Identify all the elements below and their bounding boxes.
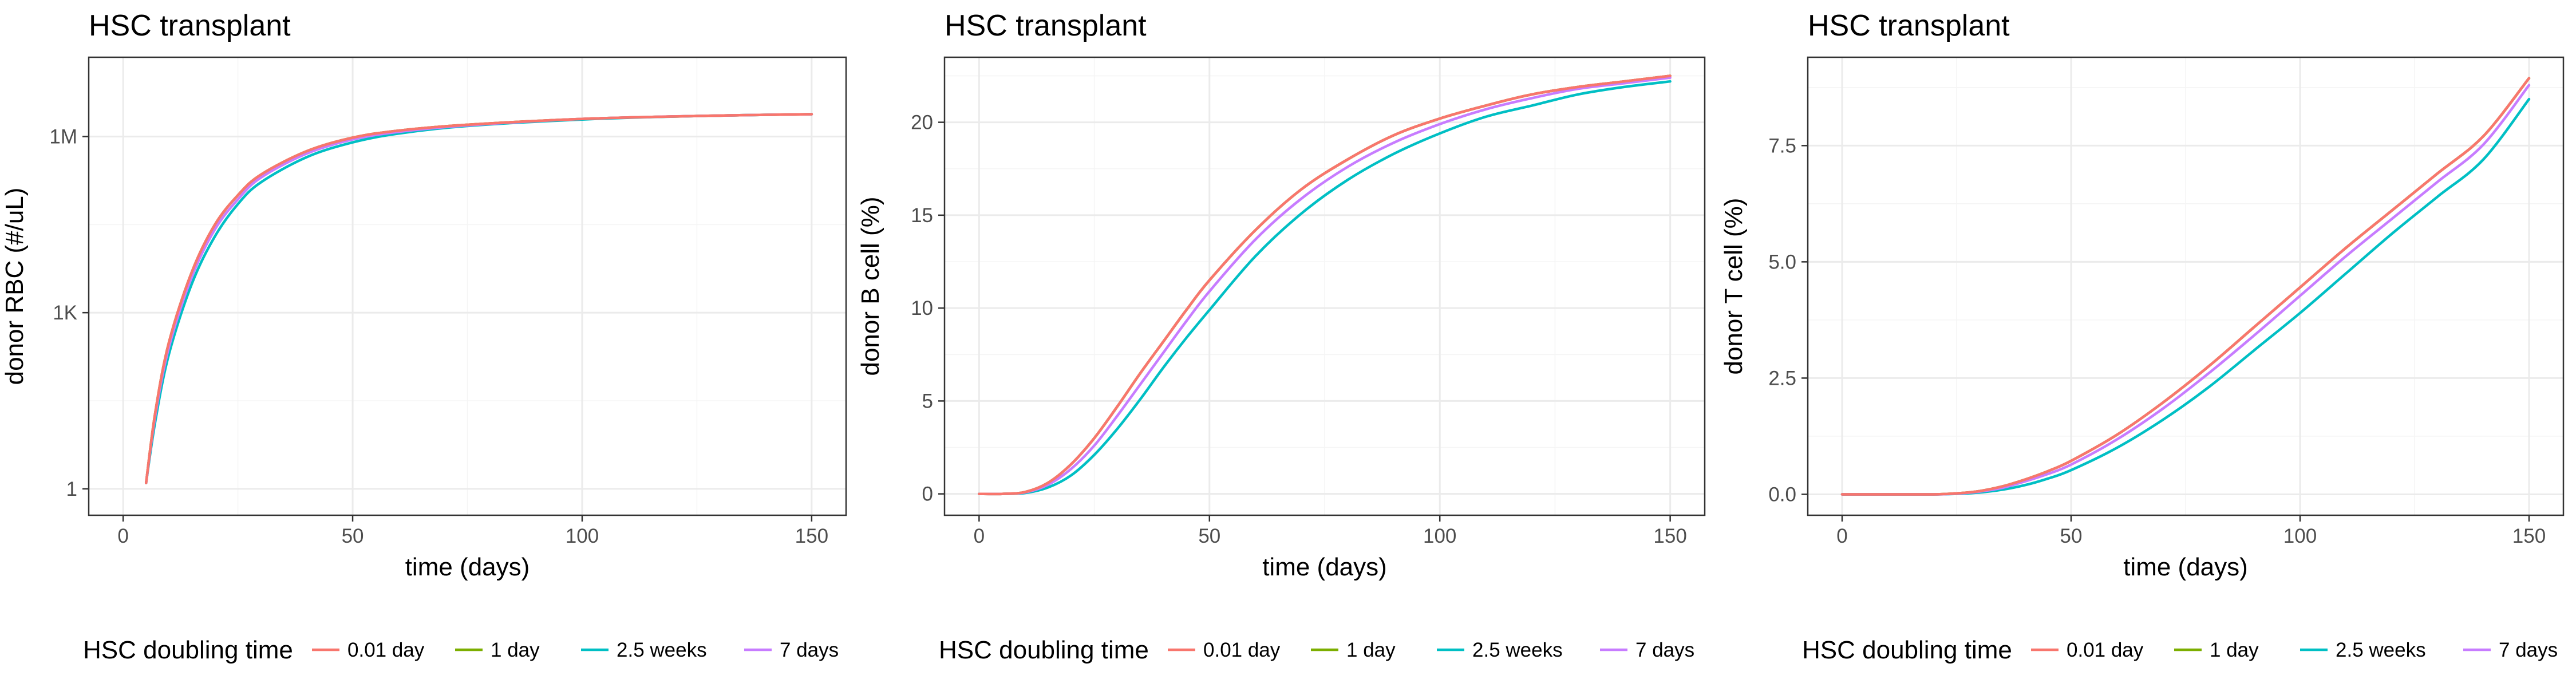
x-tick-label: 150 [2512,525,2546,547]
x-tick-label: 50 [1198,525,1220,547]
chart-title: HSC transplant [1808,9,2010,42]
legend-label: 1 day [2210,639,2259,661]
series-line-overlay [1840,77,2531,496]
legend-label: 0.01 day [2067,639,2144,661]
legend-title: HSC doubling time [1802,636,2012,664]
panel-border [943,56,1706,516]
x-tick-label: 100 [566,525,599,547]
x-tick-label: 150 [1653,525,1686,547]
x-tick-label: 0 [1836,525,1847,547]
chart-panel-2: 0 50 100 150 0 5 10 15 20 HSC transplant time (day… [856,9,1706,664]
x-tick-label: 100 [1423,525,1456,547]
legend: HSC doubling time 0.01 day 1 day 2.5 weeks 7… [83,636,839,664]
y-axis-title: donor B cell (%) [856,196,884,376]
legend-label: 7 days [2499,639,2558,661]
legend-title: HSC doubling time [939,636,1149,664]
legend-label: 0.01 day [347,639,425,661]
legend: HSC doubling time 0.01 day 1 day 2.5 weeks 7… [939,636,1694,664]
legend-label: 2.5 weeks [617,639,707,661]
y-tick-label: 20 [911,112,933,134]
y-tick-label: 1 [66,478,77,500]
x-tick-label: 0 [117,525,128,547]
series-line-7-days [978,76,1672,496]
legend-label: 1 day [1346,639,1396,661]
x-tick-label: 50 [342,525,364,547]
chart-title: HSC transplant [945,9,1147,42]
x-tick-label: 150 [795,525,828,547]
y-tick-label: 5 [922,390,933,412]
legend-label: 1 day [491,639,540,661]
x-axis-title: time (days) [2123,553,2248,581]
panel-border [1807,56,2565,516]
legend: HSC doubling time 0.01 day 1 day 2.5 weeks 7… [1802,636,2558,664]
y-tick-label: 5.0 [1768,251,1796,273]
y-axis-title: donor RBC (#/uL) [1,188,29,385]
y-tick-label: 1K [53,302,77,324]
y-axis-title: donor T cell (%) [1720,198,1748,375]
legend-label: 7 days [1635,639,1694,661]
y-tick-label: 0 [922,483,933,506]
legend-label: 2.5 weeks [2336,639,2426,661]
chart-panel-1: 0 50 100 150 1 1K 1M HSC transplant time (days) d… [1,9,847,664]
chart-panel-3: 0 50 100 150 0.0 2.5 5.0 7.5 HSC transplant time … [1720,9,2565,664]
series-line-overlay [978,74,1672,496]
x-axis-title: time (days) [405,553,530,581]
series-line-2-5-weeks [978,80,1672,496]
legend-label: 0.01 day [1203,639,1281,661]
y-tick-label: 7.5 [1768,135,1796,157]
y-tick-label: 2.5 [1768,367,1796,389]
x-axis-title: time (days) [1262,553,1387,581]
legend-label: 7 days [780,639,839,661]
y-tick-label: 15 [911,204,933,227]
legend-title: HSC doubling time [83,636,293,664]
x-tick-label: 100 [2283,525,2317,547]
series-line-overlay [144,113,813,484]
chart-title: HSC transplant [89,9,291,42]
y-tick-label: 1M [49,125,77,148]
y-tick-label: 0.0 [1768,483,1796,506]
legend-label: 2.5 weeks [1472,639,1563,661]
panel-border [88,56,847,516]
y-tick-label: 10 [911,297,933,319]
x-tick-label: 0 [974,525,985,547]
x-tick-label: 50 [2060,525,2083,547]
